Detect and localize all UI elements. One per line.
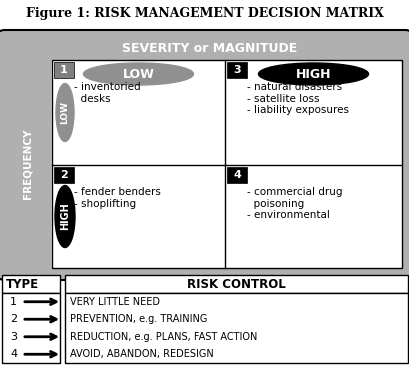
Text: AVOID, ABANDON, REDESIGN: AVOID, ABANDON, REDESIGN <box>70 349 213 359</box>
Text: SEVERITY or MAGNITUDE: SEVERITY or MAGNITUDE <box>122 42 297 55</box>
Ellipse shape <box>55 185 75 247</box>
Text: 1: 1 <box>60 65 68 75</box>
Text: TYPE: TYPE <box>6 277 39 291</box>
Text: 3: 3 <box>233 65 240 75</box>
Text: REDUCTION, e.g. PLANS, FAST ACTION: REDUCTION, e.g. PLANS, FAST ACTION <box>70 332 257 342</box>
FancyBboxPatch shape <box>0 30 409 280</box>
Text: - fender benders
- shoplifting: - fender benders - shoplifting <box>74 187 160 209</box>
Bar <box>2 293 60 363</box>
Ellipse shape <box>56 84 74 142</box>
Text: 1: 1 <box>10 297 17 307</box>
Text: RISK CONTROL: RISK CONTROL <box>187 277 285 291</box>
Text: HIGH: HIGH <box>60 203 70 230</box>
Text: 2: 2 <box>60 170 68 180</box>
Text: 2: 2 <box>10 314 17 324</box>
Text: LOW: LOW <box>61 101 70 124</box>
Bar <box>2 275 60 293</box>
Bar <box>54 62 74 78</box>
Bar <box>227 167 246 183</box>
Ellipse shape <box>258 63 368 85</box>
Text: VERY LITTLE NEED: VERY LITTLE NEED <box>70 297 160 307</box>
Text: 4: 4 <box>232 170 240 180</box>
Text: LOW: LOW <box>122 68 154 81</box>
Bar <box>65 275 407 293</box>
Text: - inventoried
  desks: - inventoried desks <box>74 82 140 104</box>
Text: - natural disasters
- satellite loss
- liability exposures: - natural disasters - satellite loss - l… <box>246 82 348 115</box>
Bar <box>54 167 74 183</box>
Ellipse shape <box>83 63 193 85</box>
Bar <box>52 60 401 268</box>
Text: FREQUENCY: FREQUENCY <box>23 129 33 199</box>
Text: Figure 1: RISK MANAGEMENT DECISION MATRIX: Figure 1: RISK MANAGEMENT DECISION MATRI… <box>26 7 383 20</box>
Text: HIGH: HIGH <box>295 68 330 81</box>
Text: 3: 3 <box>10 332 17 342</box>
Text: PREVENTION, e.g. TRAINING: PREVENTION, e.g. TRAINING <box>70 314 207 324</box>
Text: - commercial drug
  poisoning
- environmental: - commercial drug poisoning - environmen… <box>246 187 342 220</box>
Text: 4: 4 <box>10 349 17 359</box>
Bar <box>227 62 246 78</box>
Bar <box>5 40 52 270</box>
Bar <box>65 293 407 363</box>
